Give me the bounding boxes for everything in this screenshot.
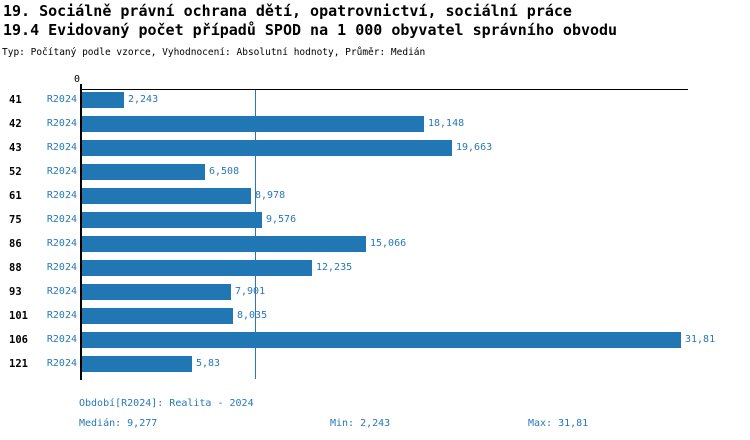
bar-value-label: 5,83 xyxy=(196,358,221,369)
row-series-label: R2024 xyxy=(46,358,77,369)
period-label: Období[R2024]: Realita - 2024 xyxy=(79,398,254,409)
bar xyxy=(82,164,205,180)
row-category-label: 75 xyxy=(9,214,22,226)
row-series-label: R2024 xyxy=(46,286,77,297)
bar-value-label: 8,978 xyxy=(255,190,286,201)
bar xyxy=(82,260,312,276)
row-series-label: R2024 xyxy=(46,118,77,129)
bar xyxy=(82,212,262,228)
bar xyxy=(82,332,681,348)
row-series-label: R2024 xyxy=(46,214,77,225)
row-category-label: 41 xyxy=(9,94,22,106)
row-category-label: 86 xyxy=(9,238,22,250)
bar xyxy=(82,356,192,372)
bar-value-label: 6,508 xyxy=(209,166,240,177)
row-series-label: R2024 xyxy=(46,94,77,105)
y-axis-line xyxy=(79,84,82,380)
bar-value-label: 12,235 xyxy=(316,262,353,273)
median-reference-line xyxy=(254,90,256,379)
row-category-label: 42 xyxy=(9,118,22,130)
bar xyxy=(82,284,231,300)
bar xyxy=(82,140,452,156)
row-category-label: 121 xyxy=(9,358,28,370)
row-category-label: 93 xyxy=(9,286,22,298)
row-series-label: R2024 xyxy=(46,142,77,153)
bar-value-label: 7,901 xyxy=(235,286,266,297)
x-axis-line xyxy=(81,89,688,90)
bar xyxy=(82,188,251,204)
row-series-label: R2024 xyxy=(46,166,77,177)
row-series-label: R2024 xyxy=(46,238,77,249)
bar xyxy=(82,236,366,252)
row-category-label: 101 xyxy=(9,310,28,322)
bar-value-label: 15,066 xyxy=(370,238,407,249)
bar xyxy=(82,92,124,108)
row-series-label: R2024 xyxy=(46,334,77,345)
chart-title-line1: 19. Sociálně právní ochrana dětí, opatro… xyxy=(3,2,572,20)
row-category-label: 88 xyxy=(9,262,22,274)
max-stat-label: Max: 31,81 xyxy=(528,418,589,429)
bar-value-label: 18,148 xyxy=(428,118,465,129)
chart-title-line2: 19.4 Evidovaný počet případů SPOD na 1 0… xyxy=(3,21,618,39)
row-series-label: R2024 xyxy=(46,262,77,273)
row-category-label: 61 xyxy=(9,190,22,202)
bar-value-label: 19,663 xyxy=(456,142,493,153)
row-category-label: 52 xyxy=(9,166,22,178)
median-stat-label: Medián: 9,277 xyxy=(79,418,158,429)
bar-value-label: 2,243 xyxy=(128,94,159,105)
bar xyxy=(82,308,233,324)
row-series-label: R2024 xyxy=(46,310,77,321)
bar-value-label: 9,576 xyxy=(266,214,297,225)
x-axis-zero-tick-label: 0 xyxy=(73,74,81,85)
chart-subtitle: Typ: Počítaný podle vzorce, Vyhodnocení:… xyxy=(2,47,426,58)
bar-value-label: 8,035 xyxy=(237,310,268,321)
row-series-label: R2024 xyxy=(46,190,77,201)
bar xyxy=(82,116,424,132)
row-category-label: 106 xyxy=(9,334,28,346)
bar-value-label: 31,81 xyxy=(685,334,716,345)
row-category-label: 43 xyxy=(9,142,22,154)
min-stat-label: Min: 2,243 xyxy=(330,418,391,429)
